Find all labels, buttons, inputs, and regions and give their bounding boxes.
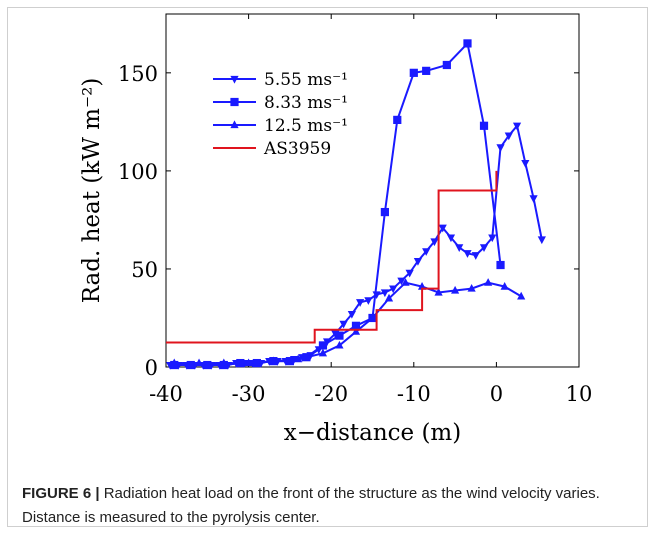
data-point bbox=[194, 358, 204, 367]
figure-caption-text: Radiation heat load on the front of the … bbox=[22, 485, 600, 526]
legend-label: 12.5 ms⁻¹ bbox=[264, 116, 348, 136]
legend-label: 5.55 ms⁻¹ bbox=[264, 70, 348, 90]
x-tick-label: -10 bbox=[397, 382, 431, 406]
data-point bbox=[401, 278, 410, 286]
data-point bbox=[496, 144, 505, 152]
x-tick-label: -20 bbox=[314, 382, 348, 406]
data-point bbox=[389, 285, 398, 294]
data-point bbox=[422, 248, 431, 256]
data-point bbox=[230, 120, 239, 129]
data-point bbox=[335, 331, 344, 340]
legend-label: 8.33 ms⁻¹ bbox=[264, 93, 348, 113]
data-point bbox=[479, 121, 489, 130]
data-point bbox=[413, 258, 423, 266]
data-point bbox=[397, 277, 406, 286]
data-point bbox=[446, 234, 456, 243]
data-point bbox=[368, 313, 377, 322]
data-point bbox=[219, 358, 228, 367]
data-point bbox=[512, 122, 522, 131]
y-tick-label: 150 bbox=[118, 62, 158, 86]
series-3 bbox=[166, 170, 498, 344]
data-point bbox=[335, 340, 344, 349]
y-tick-label: 100 bbox=[118, 160, 158, 184]
data-point bbox=[463, 250, 472, 258]
data-point bbox=[517, 291, 526, 300]
data-point bbox=[186, 360, 195, 370]
data-point bbox=[409, 68, 418, 77]
data-point bbox=[230, 75, 239, 84]
data-point bbox=[467, 283, 476, 292]
data-point bbox=[405, 269, 414, 278]
y-axis-label: Rad. heat (kW m⁻²) bbox=[79, 78, 105, 304]
data-point bbox=[479, 244, 489, 252]
data-point bbox=[269, 356, 278, 365]
data-point bbox=[463, 39, 472, 48]
data-point bbox=[318, 348, 328, 357]
data-point bbox=[521, 159, 530, 168]
data-point bbox=[471, 252, 480, 260]
data-point bbox=[484, 278, 493, 286]
data-point bbox=[380, 207, 389, 217]
data-point bbox=[351, 327, 361, 335]
data-point bbox=[393, 115, 402, 125]
data-point bbox=[442, 60, 451, 70]
x-tick-label: -30 bbox=[232, 382, 266, 406]
data-point bbox=[500, 281, 509, 290]
figure-container: -40 -30 -20 -10 0 10 0 50 100 150 5.55 ms⁻¹ 8.33 m… bbox=[7, 7, 648, 527]
data-point bbox=[380, 289, 389, 298]
data-point bbox=[438, 224, 447, 233]
data-point bbox=[170, 358, 179, 367]
series-line bbox=[166, 170, 498, 344]
legend-label: AS3959 bbox=[263, 139, 331, 159]
data-point bbox=[422, 66, 431, 75]
x-axis-label: x−distance (m) bbox=[284, 420, 461, 446]
chart-area: -40 -30 -20 -10 0 10 0 50 100 150 5.55 ms⁻¹ 8.33 m… bbox=[8, 8, 649, 468]
data-point bbox=[203, 360, 212, 370]
data-point bbox=[455, 244, 464, 252]
data-point bbox=[285, 357, 294, 366]
data-point bbox=[434, 287, 443, 296]
data-point bbox=[529, 195, 538, 203]
figure-caption: FIGURE 6 | Radiation heat load on the fr… bbox=[22, 482, 632, 530]
data-point bbox=[318, 341, 328, 350]
x-tick-label: -40 bbox=[149, 382, 183, 406]
data-point bbox=[372, 291, 381, 300]
data-point bbox=[496, 260, 505, 270]
plot-frame bbox=[165, 13, 580, 368]
y-tick-label: 50 bbox=[131, 258, 158, 282]
x-tick-label: 0 bbox=[490, 382, 503, 406]
data-point bbox=[347, 310, 356, 319]
x-tick-label: 10 bbox=[566, 382, 593, 406]
data-point bbox=[451, 285, 460, 294]
series-line bbox=[174, 281, 522, 365]
data-point bbox=[364, 297, 373, 305]
series-line bbox=[174, 41, 502, 366]
data-point bbox=[504, 132, 513, 141]
data-point bbox=[384, 293, 394, 302]
data-point bbox=[230, 97, 239, 107]
data-point bbox=[356, 299, 365, 307]
data-point bbox=[339, 320, 348, 329]
data-point bbox=[430, 238, 439, 247]
data-point bbox=[294, 354, 303, 363]
data-point bbox=[537, 236, 546, 245]
series-2 bbox=[170, 278, 526, 367]
y-tick-label: 0 bbox=[145, 356, 158, 380]
data-point bbox=[244, 358, 253, 367]
data-point bbox=[488, 234, 497, 243]
figure-label: FIGURE 6 | bbox=[22, 485, 100, 502]
